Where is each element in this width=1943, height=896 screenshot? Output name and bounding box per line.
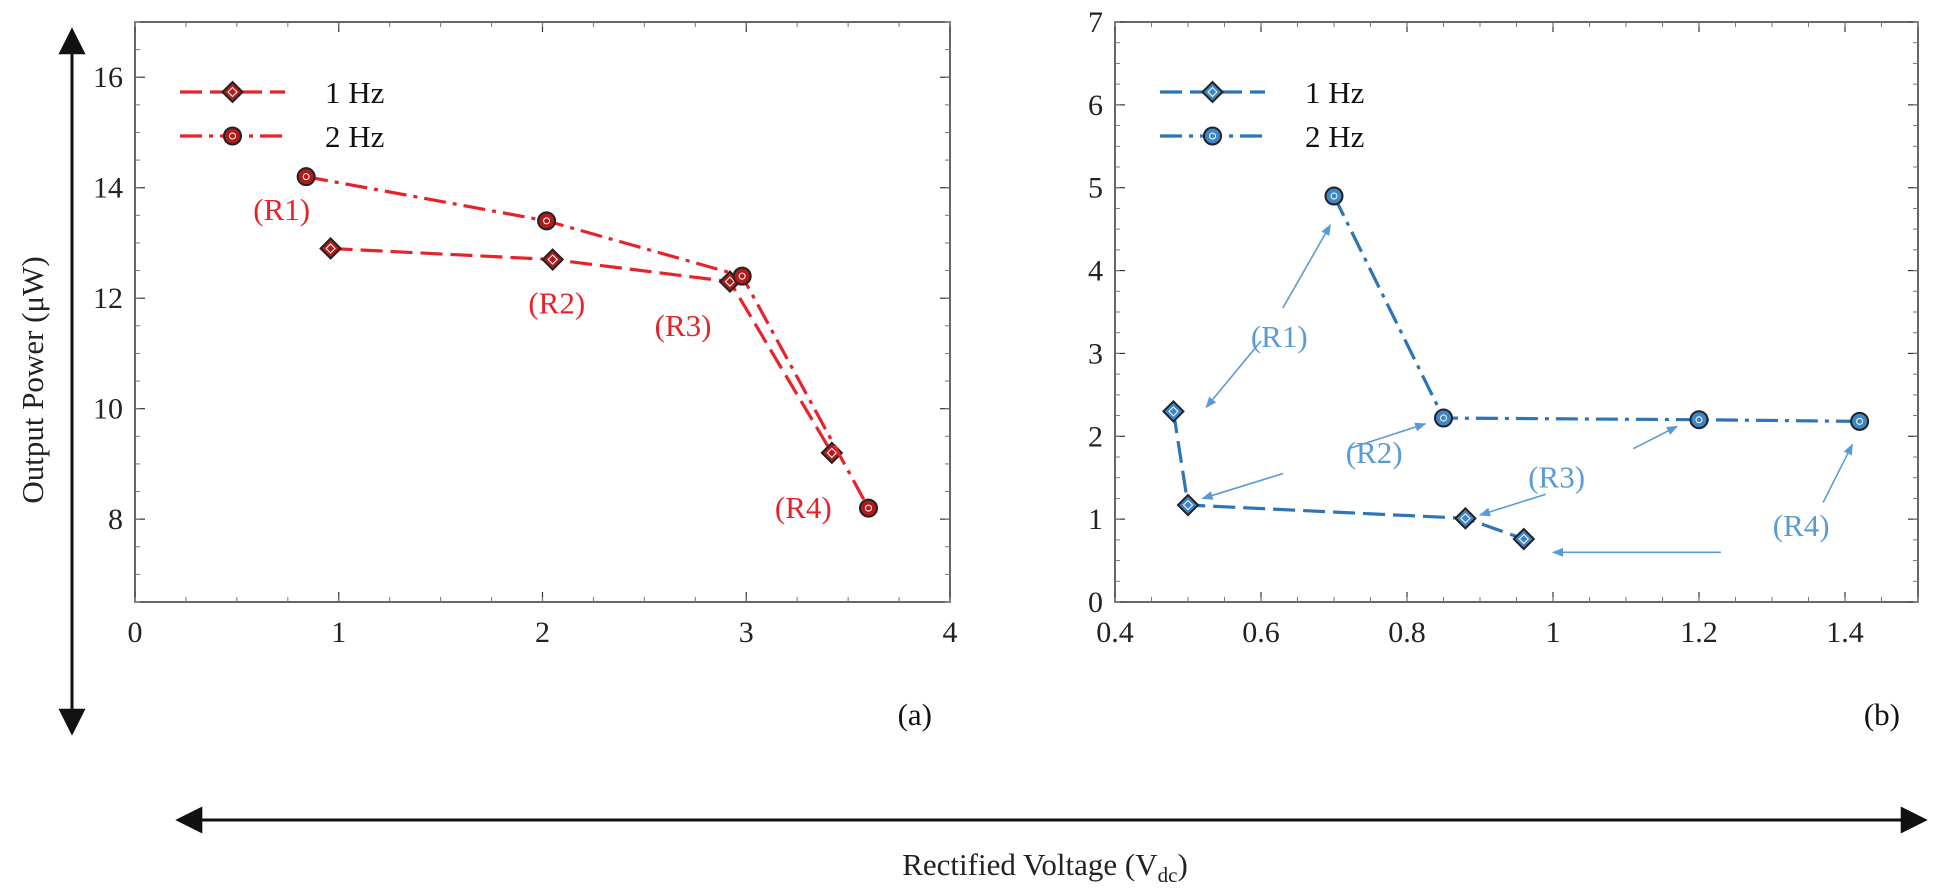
- panel-b: 0.4 0.6 0.8 1 1.2 1.4 0 1 2 3 4 5 6 7 (R1) (R2) (R3) (R4…: [1088, 6, 1919, 732]
- data-point-a-0-0: [319, 237, 343, 260]
- data-point-b-1-0: [1324, 186, 1344, 206]
- y-tick-label-b-1: 1: [1088, 503, 1103, 536]
- y-tick-label-b-7: 7: [1088, 6, 1103, 39]
- y-tick-label-b-2: 2: [1088, 420, 1103, 453]
- legend-label-b-0: 1 Hz: [1305, 75, 1364, 110]
- data-point-b-1-1: [1434, 408, 1453, 428]
- y-tick-label-a-1: 10: [93, 393, 123, 426]
- data-point-b-1-3: [1850, 411, 1870, 431]
- annotation-arrow-b-1: [1205, 340, 1262, 409]
- x-tick-label-a-2: 2: [535, 616, 550, 649]
- y-tick-label-b-0: 0: [1088, 586, 1103, 619]
- annotation-label-a-1: (R2): [528, 286, 585, 321]
- y-tick-label-a-3: 14: [93, 172, 123, 205]
- data-point-b-0-3: [1512, 527, 1536, 551]
- x-tick-label-b-5: 1.4: [1826, 616, 1864, 649]
- y-tick-label-a-4: 16: [93, 61, 123, 94]
- series-line-b-1: [1332, 195, 1860, 423]
- annotation-arrow-b-6: [1822, 443, 1854, 503]
- annotation-label-b-2: (R3): [1528, 460, 1585, 495]
- annotation-label-a-3: (R4): [775, 490, 832, 525]
- annotation-label-a-0: (R1): [253, 192, 310, 227]
- y-tick-label-a-2: 12: [93, 282, 123, 315]
- annotation-label-b-1: (R2): [1346, 435, 1403, 470]
- data-point-b-0-1: [1176, 493, 1200, 517]
- data-point-b-0-2: [1453, 506, 1477, 530]
- annotation-arrow-b-3: [1348, 422, 1427, 450]
- legend-label-a-1: 2 Hz: [325, 119, 384, 154]
- x-tick-label-a-1: 1: [331, 616, 346, 649]
- annotation-arrow-b-2: [1201, 472, 1284, 500]
- annotation-arrow-b-0: [1282, 224, 1332, 309]
- y-tick-label-b-6: 6: [1088, 89, 1103, 122]
- legend-label-a-0: 1 Hz: [325, 75, 384, 110]
- annotation-label-b-3: (R4): [1773, 508, 1830, 543]
- annotation-arrow-b-5: [1632, 425, 1679, 450]
- y-tick-label-b-3: 3: [1088, 337, 1103, 370]
- legend-label-b-1: 2 Hz: [1305, 119, 1364, 154]
- data-point-a-0-1: [541, 248, 565, 271]
- y-axis-title: Output Power (μW): [15, 256, 50, 503]
- x-tick-label-a-3: 3: [739, 616, 754, 649]
- x-tick-label-b-1: 0.6: [1242, 616, 1280, 649]
- legend-marker-b-1: [1203, 126, 1222, 146]
- data-point-a-1-3: [859, 498, 878, 518]
- data-point-b-1-2: [1689, 410, 1709, 430]
- x-tick-label-a-0: 0: [128, 616, 143, 649]
- y-tick-label-a-0: 8: [108, 503, 123, 536]
- series-line-a-0: [330, 246, 834, 454]
- data-point-a-1-1: [537, 211, 557, 231]
- legend-marker-a-0: [221, 80, 244, 104]
- panel-label-b: (b): [1864, 697, 1900, 732]
- data-point-b-0-0: [1161, 400, 1185, 423]
- data-point-a-1-2: [732, 266, 752, 286]
- annotation-arrow-b-4: [1478, 493, 1546, 517]
- data-point-a-0-3: [820, 441, 844, 465]
- annotation-label-a-2: (R3): [655, 308, 712, 343]
- x-tick-label-b-4: 1.2: [1680, 616, 1718, 649]
- legend-marker-a-1: [223, 126, 242, 146]
- x-tick-label-b-2: 0.8: [1388, 616, 1426, 649]
- legend-marker-b-0: [1201, 80, 1224, 104]
- series-line-a-1: [305, 175, 870, 509]
- x-axis-title: Rectified Voltage (Vdc): [902, 847, 1188, 887]
- data-point-a-1-0: [296, 167, 316, 187]
- y-tick-label-b-4: 4: [1088, 255, 1103, 288]
- annotation-label-b-0: (R1): [1251, 319, 1308, 354]
- x-tick-label-b-0: 0.4: [1096, 616, 1134, 649]
- series-line-b-0: [1171, 411, 1525, 541]
- x-tick-label-a-4: 4: [943, 616, 958, 649]
- x-tick-label-b-3: 1: [1546, 616, 1561, 649]
- panel-label-a: (a): [898, 697, 932, 732]
- y-tick-label-b-5: 5: [1088, 172, 1103, 205]
